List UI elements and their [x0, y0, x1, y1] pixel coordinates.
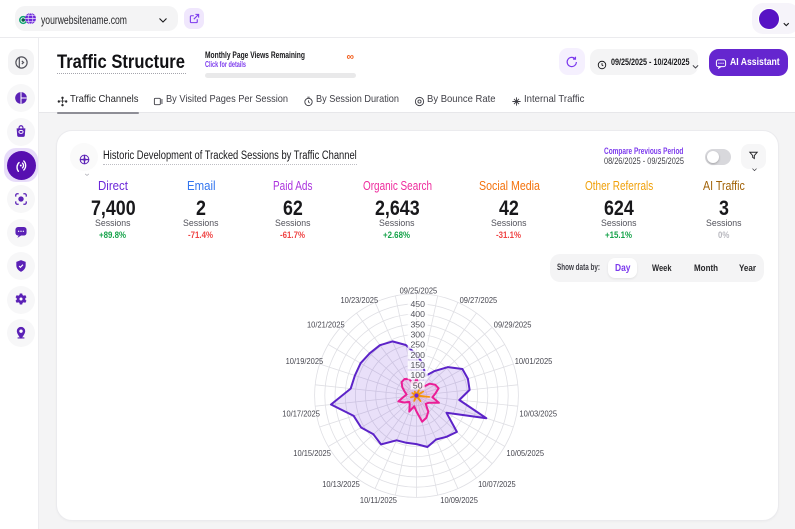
svg-text:10/01/2025: 10/01/2025	[515, 357, 553, 367]
svg-text:100: 100	[410, 370, 425, 380]
svg-text:09/25/2025: 09/25/2025	[400, 286, 438, 296]
svg-text:50: 50	[413, 380, 423, 390]
svg-text:10/23/2025: 10/23/2025	[341, 296, 379, 306]
svg-text:09/29/2025: 09/29/2025	[494, 320, 532, 330]
svg-text:10/21/2025: 10/21/2025	[307, 320, 345, 330]
svg-text:10/15/2025: 10/15/2025	[293, 448, 331, 458]
svg-text:400: 400	[410, 309, 425, 319]
svg-text:200: 200	[410, 350, 425, 360]
svg-text:10/11/2025: 10/11/2025	[360, 496, 398, 506]
svg-text:150: 150	[410, 360, 425, 370]
svg-text:10/19/2025: 10/19/2025	[286, 357, 324, 367]
svg-text:10/03/2025: 10/03/2025	[519, 409, 557, 419]
svg-text:10/13/2025: 10/13/2025	[322, 479, 360, 489]
svg-text:350: 350	[410, 319, 425, 329]
svg-text:09/27/2025: 09/27/2025	[460, 296, 498, 306]
svg-text:10/07/2025: 10/07/2025	[478, 479, 516, 489]
svg-text:10/17/2025: 10/17/2025	[282, 409, 320, 419]
svg-text:250: 250	[410, 340, 425, 350]
svg-text:450: 450	[410, 299, 425, 309]
svg-text:10/09/2025: 10/09/2025	[440, 496, 478, 506]
svg-text:10/05/2025: 10/05/2025	[506, 448, 544, 458]
svg-text:300: 300	[410, 330, 425, 340]
